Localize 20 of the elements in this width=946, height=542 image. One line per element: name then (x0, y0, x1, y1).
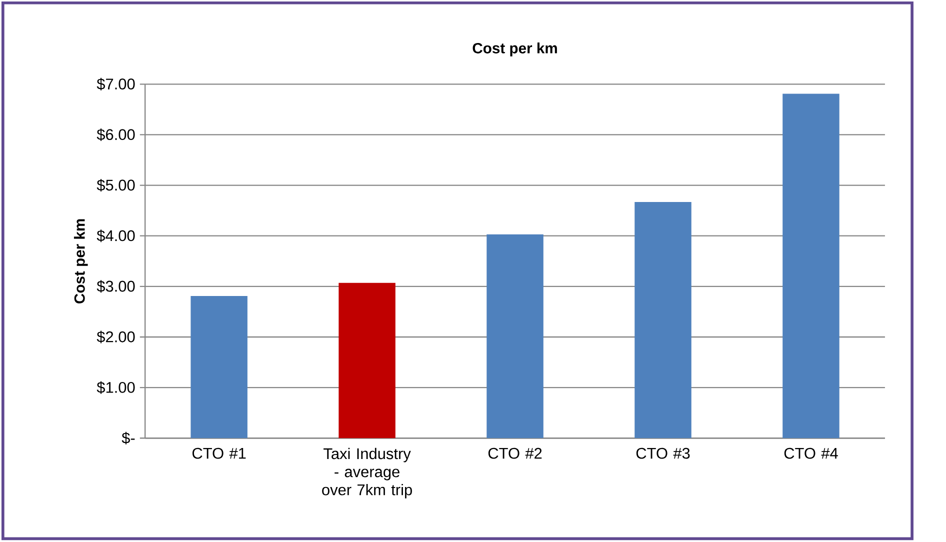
bar (634, 202, 692, 438)
y-tick-label: $6.00 (96, 128, 135, 142)
chart-title: Cost per km (472, 42, 557, 57)
y-tick-label: $2.00 (96, 330, 135, 344)
bar (190, 296, 248, 438)
x-tick-label: CTO #2 (488, 448, 542, 459)
bar (338, 283, 396, 438)
y-tick-label: $5.00 (96, 179, 135, 192)
y-tick-label: $4.00 (96, 230, 135, 242)
y-axis-title: Cost per km (74, 219, 88, 304)
x-tick-label: CTO #4 (784, 448, 838, 459)
y-tick-label: $1.00 (96, 381, 135, 394)
x-tick-label: Taxi Industry - average over 7km trip (322, 448, 412, 499)
y-tick-label: $- (122, 432, 135, 445)
y-tick-label: $3.00 (96, 280, 135, 293)
bar (782, 94, 840, 438)
bar (486, 234, 544, 438)
x-tick-label: CTO #3 (636, 448, 690, 459)
y-tick-label: $7.00 (96, 78, 135, 91)
x-tick-label: CTO #1 (192, 448, 246, 459)
